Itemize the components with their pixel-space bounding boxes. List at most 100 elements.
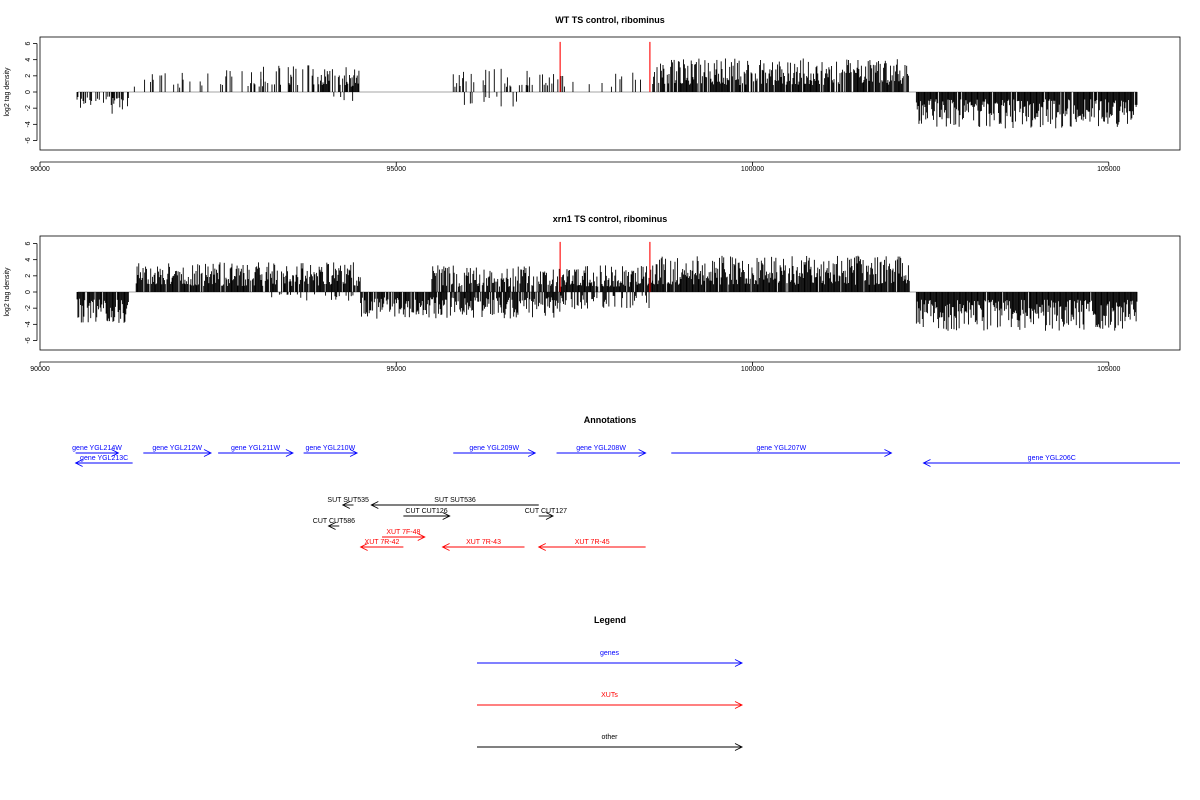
legend-arrowhead	[734, 659, 744, 667]
xrn1-panel: xrn1 TS control, ribominus log2 tag dens…	[4, 214, 1181, 373]
legend-label: other	[602, 734, 619, 741]
feature-gene-ygl206c: gene YGL206C	[922, 455, 1180, 467]
y-tick-label: 2	[25, 274, 32, 278]
y-tick-label: 4	[25, 58, 32, 62]
feature-xut-7r-45: XUT 7R-45	[537, 539, 646, 551]
feature-gene-ygl207w: gene YGL207W	[671, 445, 893, 457]
feature-arrowhead	[349, 449, 359, 457]
feature-cut-cut127: CUT CUT127	[525, 508, 567, 520]
wt-panel-title: WT TS control, ribominus	[555, 15, 665, 25]
x-tick-label: 105000	[1097, 166, 1120, 173]
feature-gene-ygl209w: gene YGL209W	[453, 445, 537, 457]
feature-arrowhead	[74, 459, 83, 467]
xrn1-y-axis-label: log2 tag density	[4, 267, 11, 317]
feature-cut-cut586: CUT CUT586	[313, 518, 355, 530]
y-tick-label: -2	[25, 105, 32, 111]
y-tick-label: -6	[25, 137, 32, 143]
feature-label: gene YGL209W	[469, 445, 519, 452]
feature-arrowhead	[417, 533, 426, 541]
feature-gene-ygl212w: gene YGL212W	[143, 445, 213, 457]
legend-label: XUTs	[601, 692, 618, 699]
feature-gene-ygl208w: gene YGL208W	[556, 445, 647, 457]
y-tick-label: 2	[25, 74, 32, 78]
legend-panel: Legend genes XUTs other	[477, 615, 744, 751]
legend-item-other: other	[477, 734, 744, 751]
x-tick-label: 95000	[387, 166, 407, 173]
feature-arrowhead	[285, 449, 294, 457]
y-tick-label: -4	[25, 121, 32, 127]
feature-label: gene YGL213C	[80, 455, 128, 462]
annotation-features: gene YGL214W gene YGL213C gene YGL212W gene…	[72, 445, 1180, 551]
feature-arrowhead	[359, 543, 368, 551]
legend-label: genes	[600, 650, 620, 657]
y-tick-label: -4	[25, 321, 32, 327]
feature-label: CUT CUT586	[313, 518, 355, 525]
feature-label: XUT 7R-43	[466, 539, 501, 546]
legend-item-genes: genes	[477, 650, 744, 667]
wt-bars	[76, 41, 1138, 129]
legend-items: genes XUTs other	[477, 650, 744, 751]
feature-arrowhead	[111, 449, 120, 457]
legend-title: Legend	[594, 615, 626, 625]
x-tick-label: 90000	[30, 366, 50, 373]
feature-label: gene YGL214W	[72, 445, 122, 452]
feature-label: gene YGL212W	[152, 445, 202, 452]
feature-label: XUT 7R-45	[575, 539, 610, 546]
feature-label: gene YGL210W	[306, 445, 356, 452]
y-tick-label: 4	[25, 258, 32, 262]
y-tick-label: -2	[25, 305, 32, 311]
feature-arrowhead	[638, 449, 647, 457]
x-tick-label: 105000	[1097, 366, 1120, 373]
feature-sut-sut536: SUT SUT536	[370, 497, 539, 509]
feature-label: XUT 7R-42	[365, 539, 400, 546]
feature-arrowhead	[442, 512, 451, 520]
feature-gene-ygl210w: gene YGL210W	[303, 445, 359, 457]
feature-sut-sut535: SUT SUT535	[327, 497, 369, 509]
feature-xut-7r-43: XUT 7R-43	[441, 539, 525, 551]
xrn1-plot-box	[39, 235, 1181, 351]
x-tick-label: 90000	[30, 166, 50, 173]
x-tick-label: 100000	[741, 166, 764, 173]
legend-item-xuts: XUTs	[477, 692, 744, 709]
feature-label: gene YGL207W	[757, 445, 807, 452]
feature-xut-7r-42: XUT 7R-42	[359, 539, 404, 551]
xrn1-x-axis: 90000 95000 100000 105000	[30, 361, 1121, 373]
feature-arrowhead	[922, 459, 931, 467]
annotations-title: Annotations	[584, 415, 637, 425]
x-tick-label: 100000	[741, 366, 764, 373]
feature-gene-ygl211w: gene YGL211W	[218, 445, 294, 457]
y-tick-label: 0	[25, 290, 32, 294]
wt-y-axis: -6 -4 -2 0 2 4 6	[25, 41, 38, 144]
feature-label: SUT SUT536	[434, 497, 476, 504]
feature-cut-cut126: CUT CUT126	[403, 508, 451, 520]
feature-label: XUT 7F-48	[386, 529, 420, 536]
feature-xut-7f-48: XUT 7F-48	[382, 529, 426, 541]
feature-arrowhead	[545, 512, 555, 520]
wt-plot-box	[39, 36, 1181, 151]
feature-label: SUT SUT535	[327, 497, 369, 504]
feature-arrowhead	[327, 522, 336, 530]
feature-label: gene YGL206C	[1028, 455, 1076, 462]
feature-arrowhead	[370, 501, 379, 509]
feature-arrowhead	[203, 449, 213, 457]
x-tick-label: 95000	[387, 366, 407, 373]
feature-label: gene YGL211W	[231, 445, 281, 452]
y-tick-label: 6	[25, 41, 32, 45]
legend-arrowhead	[734, 701, 744, 709]
y-tick-label: 6	[25, 241, 32, 245]
feature-gene-ygl213c: gene YGL213C	[74, 455, 133, 467]
feature-gene-ygl214w: gene YGL214W	[72, 445, 122, 457]
feature-arrowhead	[884, 449, 893, 457]
y-tick-label: 0	[25, 90, 32, 94]
feature-arrowhead	[527, 449, 537, 457]
xrn1-bars	[76, 241, 1138, 331]
wt-panel: WT TS control, ribominus log2 tag densit…	[4, 15, 1181, 173]
feature-arrowhead	[341, 501, 351, 509]
legend-arrowhead	[734, 743, 744, 751]
wt-y-axis-label: log2 tag density	[4, 67, 11, 117]
xrn1-panel-title: xrn1 TS control, ribominus	[553, 214, 668, 224]
feature-label: CUT CUT127	[525, 508, 567, 515]
y-tick-label: -6	[25, 337, 32, 343]
